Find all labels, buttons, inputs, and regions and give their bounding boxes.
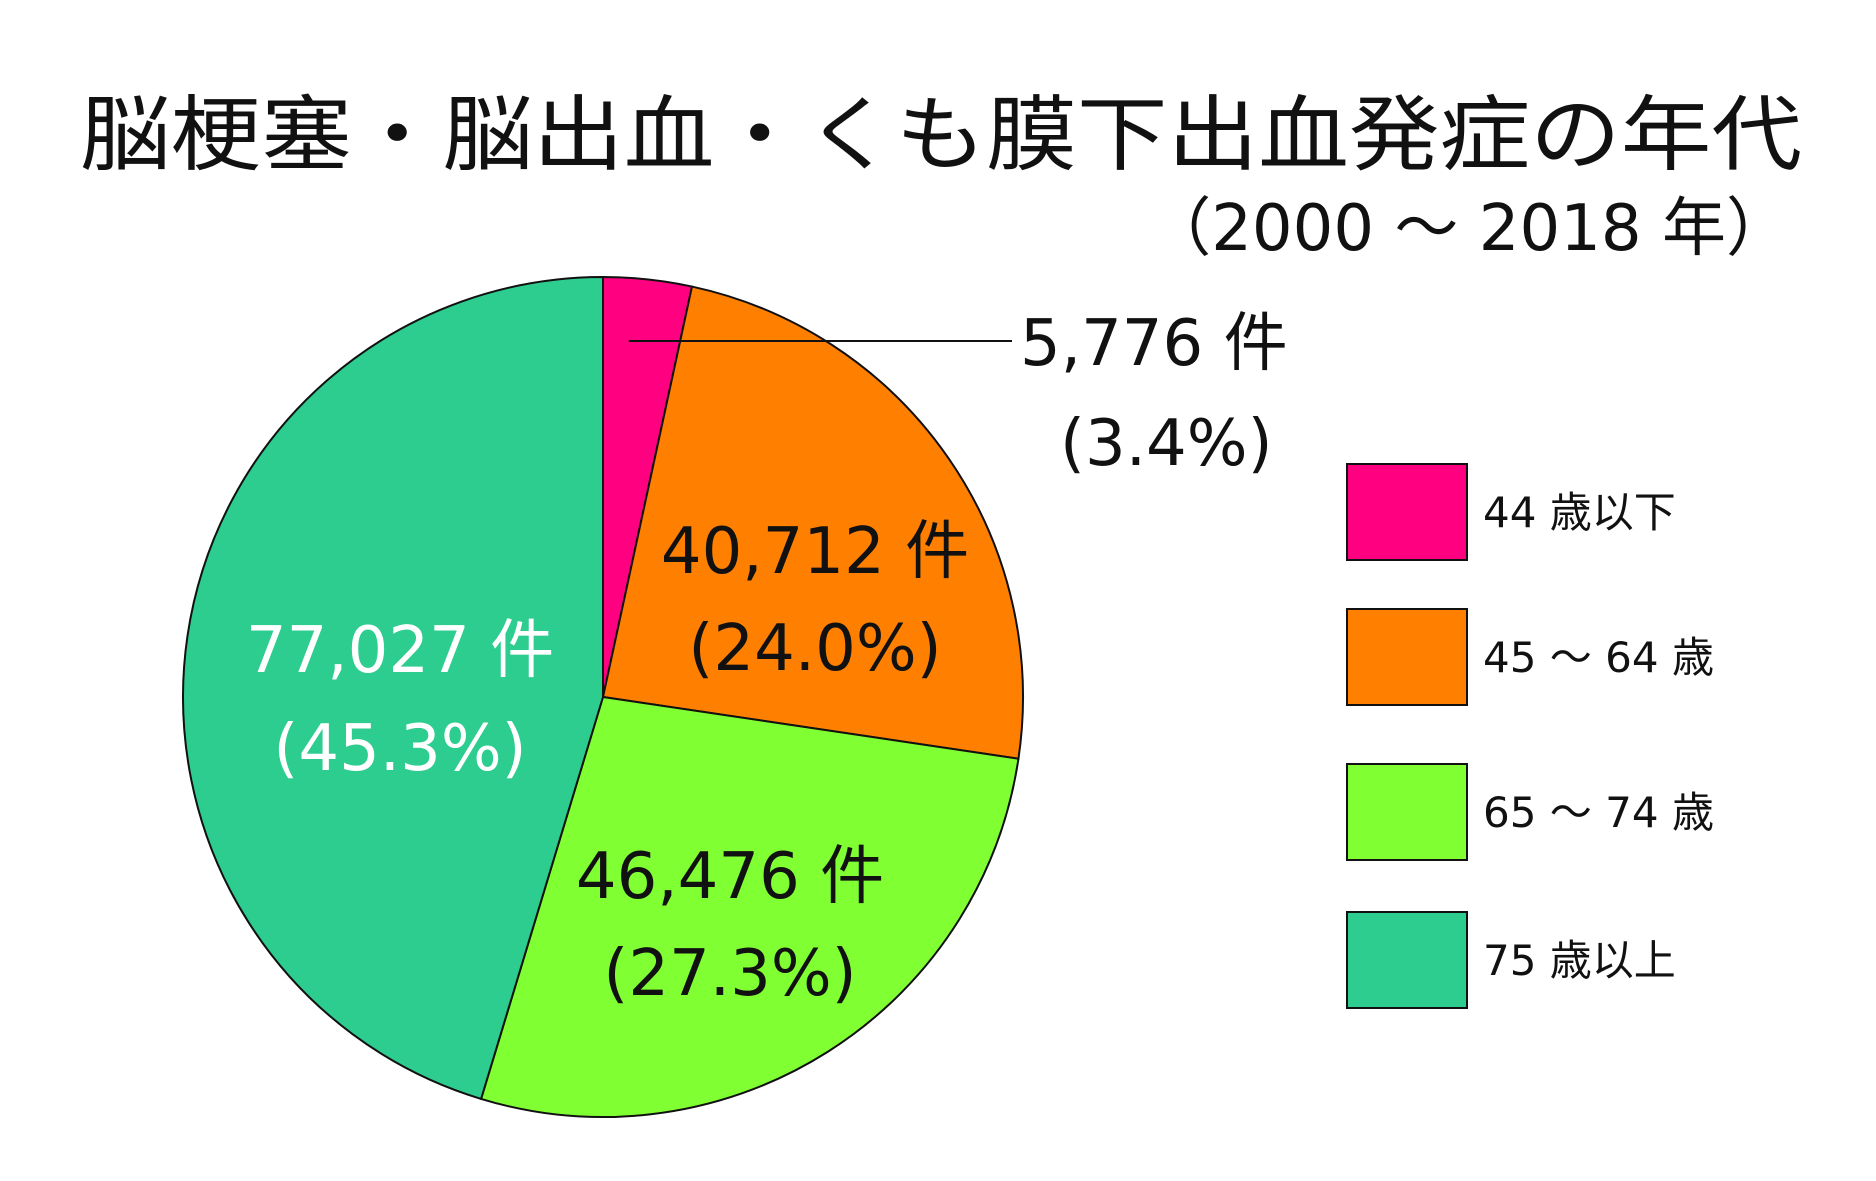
legend-item-45-64: 45 〜 64 歳 [1346, 608, 1714, 706]
legend-label: 75 歳以上 [1483, 936, 1676, 985]
legend-swatch [1346, 911, 1468, 1009]
chart-subtitle: （2000 〜 2018 年） [1147, 192, 1790, 266]
slice-percent-label: (3.4%) [1060, 407, 1273, 481]
slice-value-label: 5,776 件 [1020, 307, 1288, 381]
legend-label: 44 歳以下 [1483, 488, 1676, 537]
pie-slice-4 [182, 275, 604, 1101]
slice-percent-label: (27.3%) [603, 937, 856, 1011]
slice-value-label: 77,027 件 [246, 614, 554, 688]
pie-slice-3 [479, 695, 1020, 1118]
slice-value-label: 46,476 件 [576, 840, 884, 914]
legend-swatch [1346, 463, 1468, 561]
legend-label: 65 〜 74 歳 [1483, 788, 1714, 837]
legend-swatch [1346, 608, 1468, 706]
legend: 44 歳以下 45 〜 64 歳 65 〜 74 歳 75 歳以上 [1346, 463, 1714, 1009]
pie-labels: 5,776 件 (3.4%) 40,712 件 (24.0%) 46,476 件 (27.… [246, 307, 1288, 1011]
legend-item-44: 44 歳以下 [1346, 463, 1676, 561]
slice-percent-label: (45.3%) [273, 712, 526, 786]
chart-title: 脳梗塞・脳出血・くも膜下出血発症の年代 [80, 88, 1802, 183]
slice-percent-label: (24.0%) [688, 612, 941, 686]
pie-slices [182, 275, 1024, 1118]
legend-item-75: 75 歳以上 [1346, 911, 1676, 1009]
legend-swatch [1346, 763, 1468, 861]
slice-value-label: 40,712 件 [661, 515, 969, 589]
pie-slice-2 [601, 285, 1024, 760]
legend-label: 45 〜 64 歳 [1483, 633, 1714, 682]
legend-item-65-74: 65 〜 74 歳 [1346, 763, 1714, 861]
